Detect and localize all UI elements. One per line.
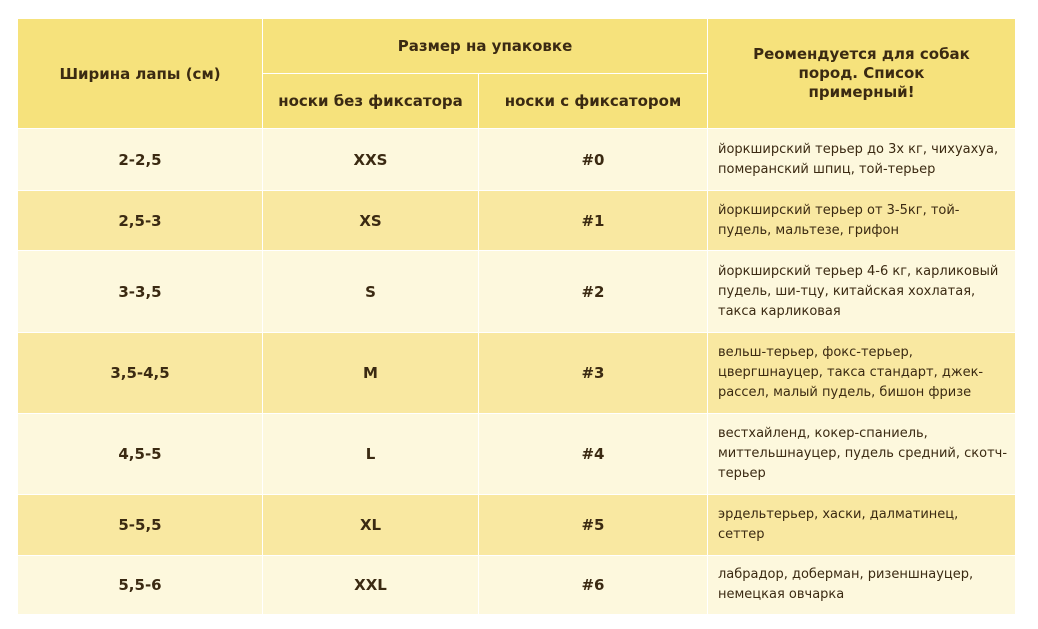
size-without-clasp-cell: L xyxy=(262,413,479,495)
table-body: 2-2,5 XXS #0 йоркширский терьер до 3х кг, ч… xyxy=(17,128,1016,615)
paw-width-cell: 5,5-6 xyxy=(17,555,263,615)
paw-width-cell: 4,5-5 xyxy=(17,413,263,495)
breeds-cell: лабрадор, доберман, ризеншнауцер, немецк… xyxy=(707,555,1016,615)
table-row: 2-2,5 XXS #0 йоркширский терьер до 3х кг, ч… xyxy=(17,128,1016,191)
paw-width-cell: 3-3,5 xyxy=(17,250,263,333)
size-with-clasp-cell: #4 xyxy=(478,413,708,495)
size-without-clasp-cell: M xyxy=(262,332,479,414)
paw-width-cell: 2,5-3 xyxy=(17,190,263,251)
table-row: 2,5-3 XS #1 йоркширский терьер от 3-5кг, то… xyxy=(17,190,1016,251)
size-with-clasp-cell: #2 xyxy=(478,250,708,333)
header-package-size: Размер на упаковке xyxy=(262,18,708,74)
size-without-clasp-cell: S xyxy=(262,250,479,333)
size-without-clasp-cell: XS xyxy=(262,190,479,251)
paw-width-cell: 5-5,5 xyxy=(17,494,263,556)
table-row: 4,5-5 L #4 вестхайленд, кокер-спаниель, мит… xyxy=(17,413,1016,495)
size-without-clasp-cell: XL xyxy=(262,494,479,556)
size-table: Ширина лапы (см) Размер на упаковке Реом… xyxy=(17,18,1016,615)
breeds-cell: эрдельтерьер, хаски, далматинец, сеттер xyxy=(707,494,1016,556)
paw-width-cell: 3,5-4,5 xyxy=(17,332,263,414)
breeds-cell: йоркширский терьер до 3х кг, чихуахуа, п… xyxy=(707,128,1016,191)
breeds-cell: вестхайленд, кокер-спаниель, миттельшнау… xyxy=(707,413,1016,495)
breeds-cell: йоркширский терьер от 3-5кг, той-пудель,… xyxy=(707,190,1016,251)
header-recommended: Реомендуется для собак пород. Список при… xyxy=(707,18,1016,129)
table-row: 3,5-4,5 M #3 вельш-терьер, фокс-терьер, цве… xyxy=(17,332,1016,414)
size-without-clasp-cell: XXL xyxy=(262,555,479,615)
table-row: 3-3,5 S #2 йоркширский терьер 4-6 кг, карли… xyxy=(17,250,1016,333)
header-paw-width: Ширина лапы (см) xyxy=(17,18,263,129)
size-with-clasp-cell: #0 xyxy=(478,128,708,191)
header-without-clasp: носки без фиксатора xyxy=(262,73,479,129)
size-with-clasp-cell: #6 xyxy=(478,555,708,615)
size-with-clasp-cell: #1 xyxy=(478,190,708,251)
table-row: 5-5,5 XL #5 эрдельтерьер, хаски, далматинец… xyxy=(17,494,1016,556)
header-with-clasp: носки с фиксатором xyxy=(478,73,708,129)
breeds-cell: вельш-терьер, фокс-терьер, цвергшнауцер,… xyxy=(707,332,1016,414)
breeds-cell: йоркширский терьер 4-6 кг, карликовый пу… xyxy=(707,250,1016,333)
size-with-clasp-cell: #3 xyxy=(478,332,708,414)
paw-width-cell: 2-2,5 xyxy=(17,128,263,191)
size-without-clasp-cell: XXS xyxy=(262,128,479,191)
size-with-clasp-cell: #5 xyxy=(478,494,708,556)
table-row: 5,5-6 XXL #6 лабрадор, доберман, ризеншнауц… xyxy=(17,555,1016,615)
